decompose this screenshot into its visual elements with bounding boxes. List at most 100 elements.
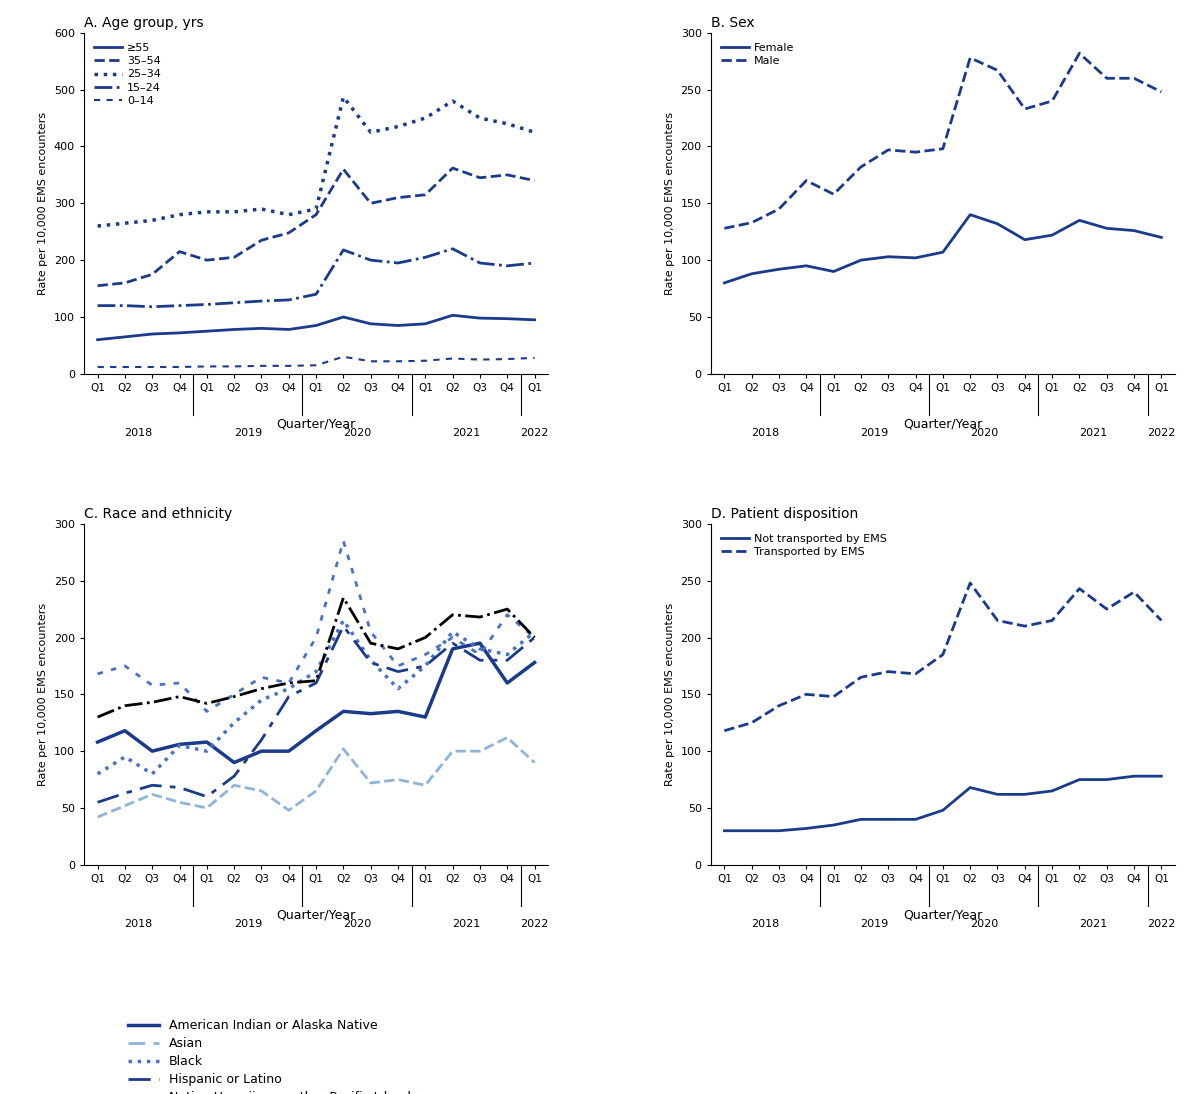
Female [990, 218, 1005, 231]
Text: 2018: 2018 [125, 429, 152, 439]
Text: D. Patient disposition: D. Patient disposition [711, 508, 858, 521]
Text: 2019: 2019 [861, 429, 888, 439]
Female [963, 208, 977, 221]
Transported by EMS [1155, 614, 1169, 627]
Text: 2018: 2018 [752, 919, 779, 930]
Transported by EMS [1072, 582, 1086, 595]
Transported by EMS [935, 648, 950, 661]
Not transported by EMS [1044, 784, 1059, 798]
Text: 2021: 2021 [1079, 919, 1107, 930]
Female [717, 277, 731, 290]
Male [990, 63, 1005, 77]
Line: Transported by EMS: Transported by EMS [724, 583, 1162, 731]
Line: Female: Female [724, 214, 1162, 283]
Not transported by EMS [881, 813, 896, 826]
Transported by EMS [799, 688, 813, 701]
Female [1044, 229, 1059, 242]
Female [772, 263, 787, 276]
Not transported by EMS [1072, 773, 1086, 787]
Y-axis label: Rate per 10,000 EMS encounters: Rate per 10,000 EMS encounters [38, 603, 48, 785]
Text: A. Age group, yrs: A. Age group, yrs [84, 16, 204, 31]
Not transported by EMS [772, 824, 787, 837]
Transported by EMS [745, 717, 759, 730]
Not transported by EMS [1099, 773, 1114, 787]
Male [772, 202, 787, 216]
Female [935, 246, 950, 259]
Male [826, 188, 840, 201]
Transported by EMS [909, 667, 923, 680]
Transported by EMS [963, 577, 977, 590]
Transported by EMS [1018, 619, 1032, 632]
Text: 2022: 2022 [520, 429, 549, 439]
Not transported by EMS [854, 813, 868, 826]
Not transported by EMS [745, 824, 759, 837]
Transported by EMS [1099, 603, 1114, 616]
Legend: Not transported by EMS, Transported by EMS: Not transported by EMS, Transported by E… [716, 529, 891, 561]
Female [826, 265, 840, 278]
Text: 2019: 2019 [234, 429, 261, 439]
Legend: American Indian or Alaska Native, Asian, Black, Hispanic or Latino, Native Hawai: American Indian or Alaska Native, Asian,… [123, 1014, 429, 1094]
Transported by EMS [1044, 614, 1059, 627]
Male [745, 217, 759, 230]
Not transported by EMS [935, 804, 950, 817]
Male [854, 161, 868, 174]
Female [1072, 213, 1086, 226]
Male [717, 222, 731, 235]
Text: B. Sex: B. Sex [711, 16, 754, 31]
Transported by EMS [881, 665, 896, 678]
Transported by EMS [772, 699, 787, 712]
Text: 2022: 2022 [520, 919, 549, 930]
Text: 2022: 2022 [1147, 429, 1175, 439]
Not transported by EMS [826, 818, 840, 831]
Not transported by EMS [717, 824, 731, 837]
Male [1099, 72, 1114, 85]
Y-axis label: Rate per 10,000 EMS encounters: Rate per 10,000 EMS encounters [665, 112, 675, 295]
Line: Not transported by EMS: Not transported by EMS [724, 776, 1162, 830]
Female [799, 259, 813, 272]
Not transported by EMS [1155, 769, 1169, 782]
Female [1099, 222, 1114, 235]
Male [1018, 103, 1032, 116]
Not transported by EMS [990, 788, 1005, 801]
Female [854, 254, 868, 267]
Text: 2018: 2018 [125, 919, 152, 930]
Not transported by EMS [1018, 788, 1032, 801]
Transported by EMS [854, 671, 868, 684]
Text: 2022: 2022 [1147, 919, 1175, 930]
Not transported by EMS [799, 822, 813, 835]
Male [1127, 72, 1141, 85]
Transported by EMS [826, 690, 840, 703]
Male [909, 146, 923, 159]
Female [745, 267, 759, 280]
Y-axis label: Rate per 10,000 EMS encounters: Rate per 10,000 EMS encounters [665, 603, 675, 785]
Text: 2021: 2021 [452, 919, 481, 930]
Text: 2021: 2021 [1079, 429, 1107, 439]
Female [909, 252, 923, 265]
Transported by EMS [717, 724, 731, 737]
Text: 2018: 2018 [752, 429, 779, 439]
Male [963, 51, 977, 65]
Text: 2019: 2019 [234, 919, 261, 930]
Not transported by EMS [909, 813, 923, 826]
X-axis label: Quarter/Year: Quarter/Year [903, 418, 982, 431]
Not transported by EMS [963, 781, 977, 794]
Text: 2021: 2021 [452, 429, 481, 439]
Not transported by EMS [1127, 769, 1141, 782]
Transported by EMS [990, 614, 1005, 627]
Male [1044, 94, 1059, 107]
X-axis label: Quarter/Year: Quarter/Year [277, 418, 356, 431]
Line: Male: Male [724, 54, 1162, 229]
Y-axis label: Rate per 10,000 EMS encounters: Rate per 10,000 EMS encounters [38, 112, 48, 295]
X-axis label: Quarter/Year: Quarter/Year [903, 909, 982, 922]
Legend: Female, Male: Female, Male [716, 38, 799, 71]
Transported by EMS [1127, 585, 1141, 598]
Female [1018, 233, 1032, 246]
Male [1072, 47, 1086, 60]
Female [1155, 231, 1169, 244]
X-axis label: Quarter/Year: Quarter/Year [277, 909, 356, 922]
Text: 2020: 2020 [343, 919, 372, 930]
Male [881, 143, 896, 156]
Female [1127, 224, 1141, 237]
Text: 2020: 2020 [970, 429, 998, 439]
Male [799, 174, 813, 187]
